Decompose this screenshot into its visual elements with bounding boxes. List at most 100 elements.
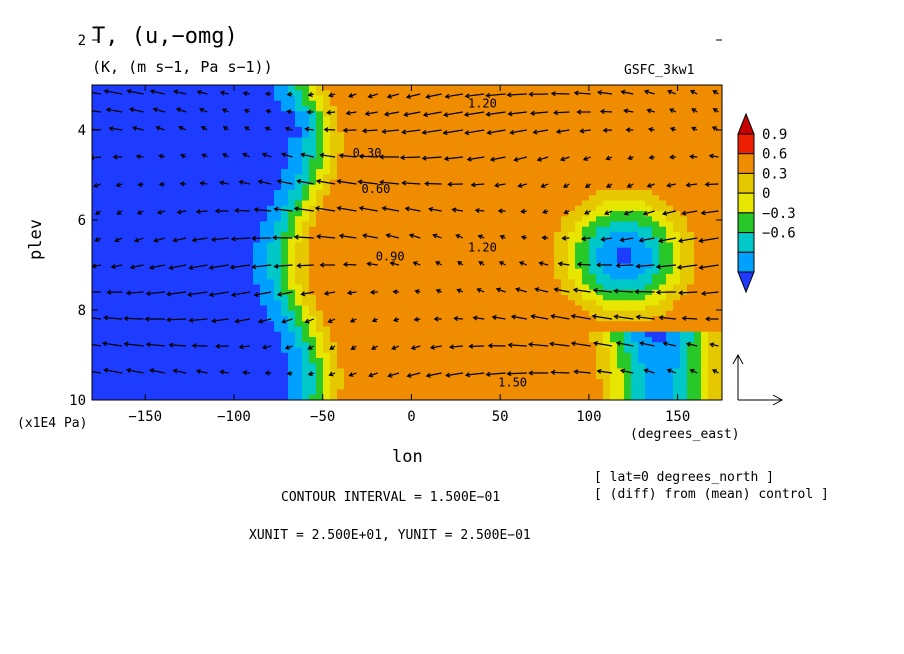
field-cell (610, 289, 618, 296)
field-cell (246, 111, 254, 118)
field-cell (652, 316, 660, 322)
field-cell (323, 300, 331, 307)
field-cell (372, 205, 380, 212)
field-cell (526, 310, 534, 317)
field-cell (148, 90, 156, 97)
field-cell (204, 190, 212, 196)
field-cell (211, 232, 219, 238)
field-cell (183, 195, 191, 202)
field-cell (491, 148, 499, 154)
field-cell (554, 174, 562, 181)
field-cell (176, 116, 184, 123)
field-cell (134, 106, 142, 112)
field-cell (470, 174, 478, 181)
field-cell (295, 279, 303, 286)
field-cell (141, 216, 149, 223)
field-cell (393, 232, 401, 238)
field-cell (519, 331, 527, 338)
field-cell (554, 347, 562, 354)
field-cell (512, 132, 520, 139)
field-cell (589, 342, 597, 349)
field-cell (603, 284, 611, 291)
field-cell (232, 253, 240, 259)
field-cell (442, 247, 450, 254)
field-cell (148, 106, 156, 112)
field-cell (148, 211, 156, 217)
field-cell (652, 368, 660, 375)
field-cell (533, 174, 541, 181)
field-cell (127, 232, 135, 238)
field-cell (302, 305, 310, 312)
field-cell (127, 347, 135, 354)
field-cell (330, 85, 338, 91)
field-cell (589, 127, 597, 133)
field-cell (246, 358, 254, 364)
field-cell (680, 232, 688, 238)
field-cell (666, 200, 674, 207)
field-cell (596, 116, 604, 123)
field-cell (610, 190, 618, 196)
field-cell (554, 85, 562, 91)
field-cell (344, 342, 352, 349)
field-cell (533, 263, 541, 270)
field-cell (407, 190, 415, 196)
field-cell (358, 232, 366, 238)
field-cell (295, 321, 303, 328)
field-cell (218, 95, 226, 102)
field-cell (638, 321, 646, 328)
field-cell (617, 137, 625, 144)
field-cell (274, 90, 282, 97)
field-cell (687, 321, 695, 328)
field-cell (575, 237, 583, 244)
field-cell (309, 263, 317, 270)
field-cell (610, 153, 618, 160)
field-cell (708, 279, 716, 286)
field-cell (414, 142, 422, 149)
field-cell (274, 116, 282, 123)
field-cell (92, 100, 100, 107)
field-cell (715, 310, 722, 317)
field-cell (288, 331, 296, 338)
field-cell (120, 326, 128, 333)
field-cell (498, 116, 506, 123)
field-cell (288, 90, 296, 97)
field-cell (708, 326, 716, 333)
field-cell (428, 358, 436, 364)
field-cell (155, 100, 163, 107)
field-cell (155, 232, 163, 238)
field-cell (540, 90, 548, 97)
field-cell (442, 279, 450, 286)
field-cell (218, 116, 226, 123)
field-cell (498, 363, 506, 370)
field-cell (442, 237, 450, 244)
field-cell (442, 316, 450, 322)
field-cell (694, 305, 702, 312)
field-cell (526, 337, 534, 343)
field-cell (197, 137, 205, 144)
field-cell (141, 268, 149, 275)
field-cell (624, 242, 632, 249)
field-cell (253, 127, 261, 133)
field-cell (624, 216, 632, 223)
field-cell (540, 263, 548, 270)
field-cell (309, 331, 317, 338)
field-cell (645, 169, 653, 175)
field-cell (148, 190, 156, 196)
field-cell (470, 95, 478, 102)
field-cell (400, 106, 408, 112)
field-cell (176, 111, 184, 118)
field-cell (274, 342, 282, 349)
field-cell (400, 116, 408, 123)
field-cell (127, 90, 135, 97)
field-cell (365, 326, 373, 333)
field-cell (148, 195, 156, 202)
field-cell (330, 179, 338, 186)
field-cell (295, 337, 303, 343)
field-cell (617, 247, 625, 254)
field-cell (547, 363, 555, 370)
field-cell (526, 242, 534, 249)
field-cell (470, 137, 478, 144)
field-cell (113, 158, 121, 165)
field-cell (610, 142, 618, 149)
chart-title: T, (u,−omg) (92, 24, 238, 49)
